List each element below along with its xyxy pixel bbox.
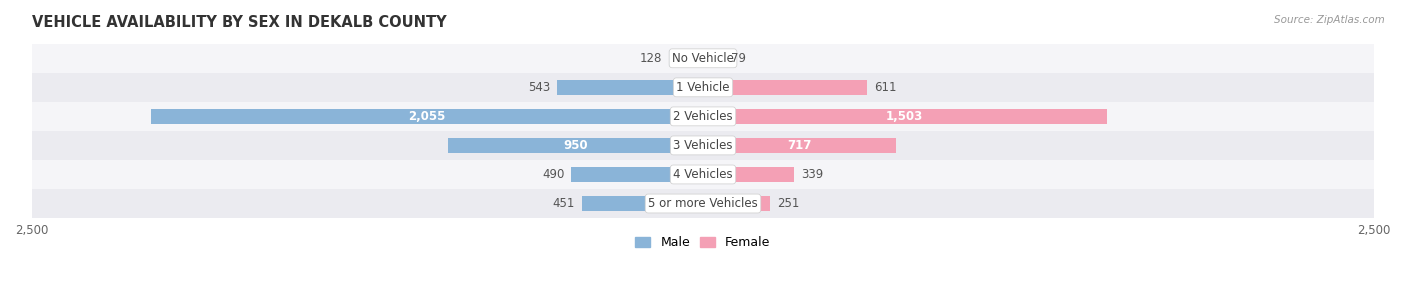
Text: 611: 611 [873,81,896,94]
Text: No Vehicle: No Vehicle [672,52,734,65]
Text: 2,055: 2,055 [408,110,446,123]
Bar [571,167,703,182]
Bar [449,138,703,153]
Bar [32,189,1374,218]
Text: VEHICLE AVAILABILITY BY SEX IN DEKALB COUNTY: VEHICLE AVAILABILITY BY SEX IN DEKALB CO… [32,15,446,30]
Text: 490: 490 [543,168,565,181]
Text: 339: 339 [801,168,823,181]
Text: 79: 79 [731,52,747,65]
Bar [703,167,794,182]
Text: 1,503: 1,503 [886,110,924,123]
Bar [32,44,1374,73]
Bar [32,131,1374,160]
Bar [703,196,770,211]
Text: 3 Vehicles: 3 Vehicles [673,139,733,152]
Text: 543: 543 [529,81,551,94]
Bar [582,196,703,211]
Text: 5 or more Vehicles: 5 or more Vehicles [648,197,758,210]
Text: 717: 717 [787,139,811,152]
Text: 451: 451 [553,197,575,210]
Legend: Male, Female: Male, Female [630,231,776,254]
Text: 1 Vehicle: 1 Vehicle [676,81,730,94]
Bar [557,80,703,95]
Text: 251: 251 [778,197,800,210]
Bar [32,160,1374,189]
Bar [32,73,1374,102]
Text: 4 Vehicles: 4 Vehicles [673,168,733,181]
Bar [32,102,1374,131]
Text: 950: 950 [564,139,588,152]
Bar [152,109,703,124]
Bar [703,138,896,153]
Bar [703,51,724,66]
Bar [703,109,1107,124]
Text: Source: ZipAtlas.com: Source: ZipAtlas.com [1274,15,1385,25]
Text: 128: 128 [640,52,662,65]
Bar [703,80,868,95]
Bar [669,51,703,66]
Text: 2 Vehicles: 2 Vehicles [673,110,733,123]
